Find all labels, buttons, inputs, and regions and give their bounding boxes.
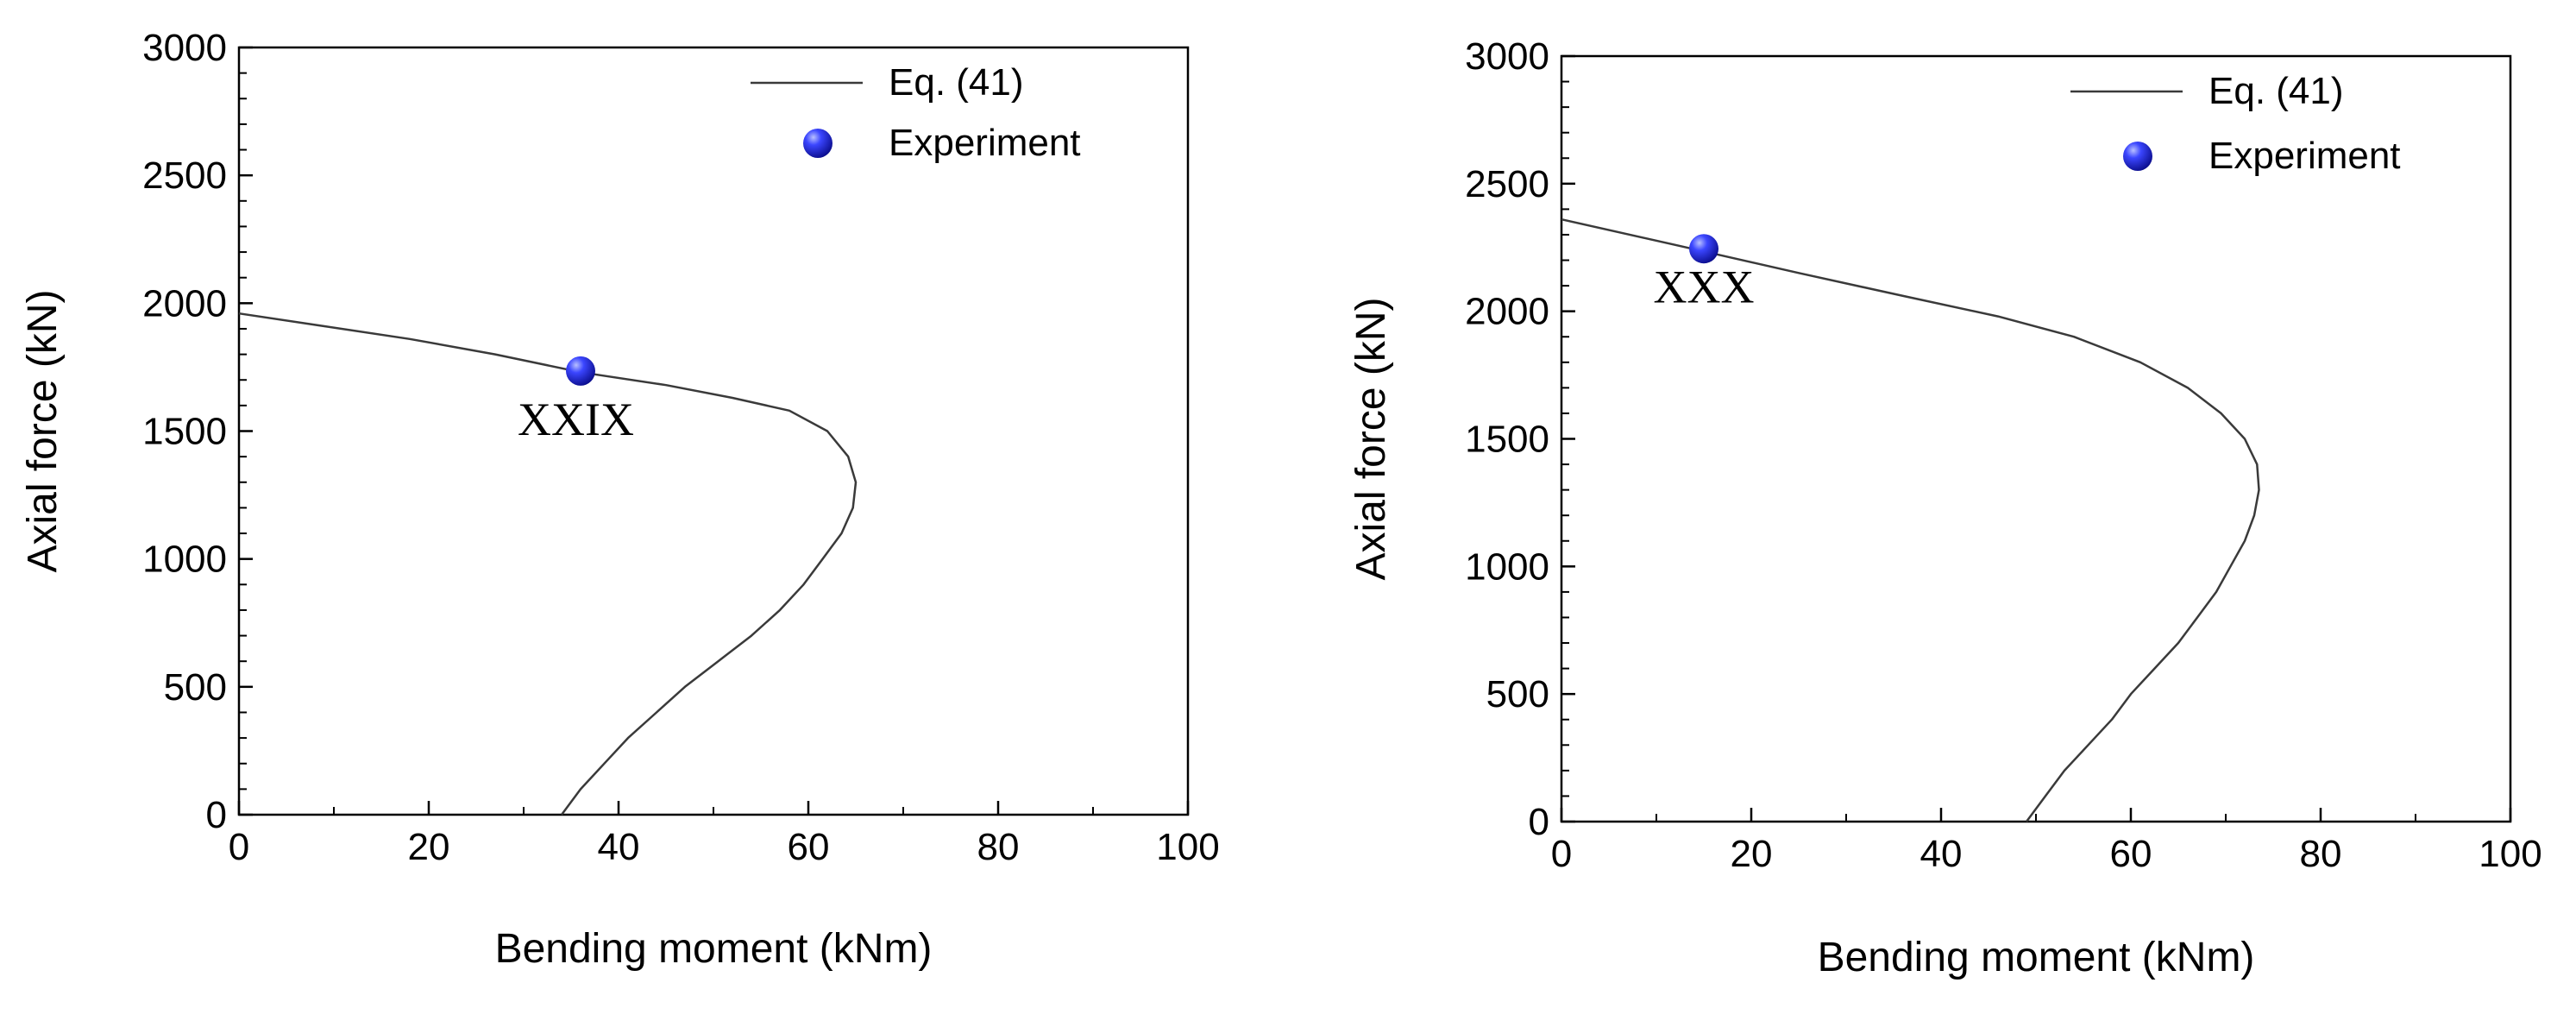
x-tick-label: 40	[1920, 833, 1963, 875]
legend-line-label: Eq. (41)	[889, 61, 1024, 104]
x-tick-label: 20	[408, 826, 450, 868]
x-tick-label: 20	[1731, 833, 1773, 875]
x-tick-label: 0	[229, 826, 249, 868]
experiment-point	[1689, 234, 1718, 264]
y-tick-label: 1000	[1465, 545, 1549, 588]
y-tick-label: 1500	[1465, 419, 1549, 461]
point-annotation: XXIX	[518, 394, 634, 445]
y-tick-label: 2500	[1465, 163, 1549, 205]
y-tick-label: 3000	[1465, 35, 1549, 78]
x-tick-label: 60	[788, 826, 830, 868]
chart-panel-1: 0 20 40 60 80 100050010001500200025003000Bend…	[20, 27, 1220, 972]
x-axis-title: Bending moment (kNm)	[495, 926, 933, 972]
legend: Eq. (41) Experiment	[751, 61, 1081, 164]
legend: Eq. (41) Experiment	[2070, 70, 2401, 177]
experiment-point	[566, 356, 595, 386]
y-tick-label: 500	[164, 666, 227, 709]
x-tick-label: 80	[977, 826, 1020, 868]
y-tick-label: 0	[206, 794, 227, 836]
x-axis-title: Bending moment (kNm)	[1818, 935, 2255, 980]
legend-marker-label: Experiment	[889, 122, 1081, 164]
series-eq41-line	[238, 312, 858, 816]
x-tick-label: 100	[2479, 833, 2541, 875]
y-tick-label: 2000	[142, 282, 227, 324]
y-axis-title: Axial force (kN)	[20, 289, 66, 572]
y-tick-label: 0	[1529, 801, 1549, 843]
point-annotation: XXX	[1654, 261, 1755, 312]
y-axis-title: Axial force (kN)	[1348, 297, 1394, 580]
y-tick-label: 3000	[142, 27, 227, 69]
series-eq41-line	[1561, 217, 2260, 822]
x-tick-label: 40	[598, 826, 640, 868]
x-tick-label: 100	[1156, 826, 1219, 868]
y-tick-label: 1000	[142, 539, 227, 581]
legend-marker-label: Experiment	[2208, 135, 2401, 177]
x-tick-label: 80	[2300, 833, 2342, 875]
legend-line-label: Eq. (41)	[2208, 70, 2344, 112]
x-tick-label: 60	[2110, 833, 2152, 875]
y-tick-label: 500	[1486, 673, 1549, 715]
y-tick-label: 2500	[142, 154, 227, 197]
legend-marker-swatch	[803, 129, 832, 158]
y-tick-label: 2000	[1465, 291, 1549, 333]
y-tick-label: 1500	[142, 411, 227, 453]
x-tick-label: 0	[1551, 833, 1572, 875]
chart-panel-2: 0 20 40 60 80 100050010001500200025003000Bend…	[1348, 35, 2542, 980]
legend-marker-swatch	[2123, 142, 2152, 171]
